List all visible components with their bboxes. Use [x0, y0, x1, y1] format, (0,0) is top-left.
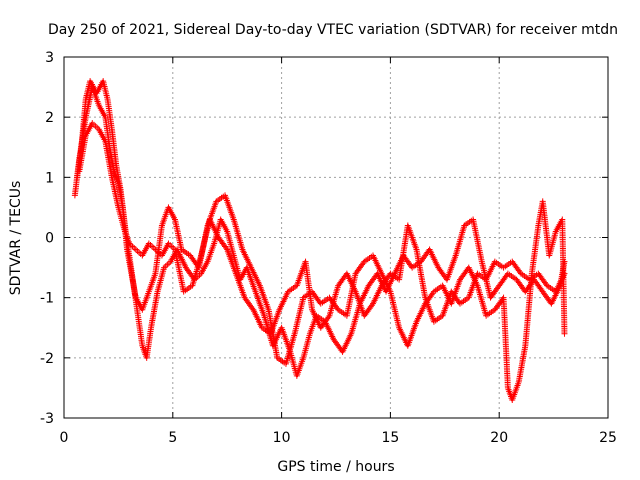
x-tick-label: 15: [381, 430, 399, 446]
y-tick-label: -1: [40, 291, 54, 307]
x-tick-label: 20: [490, 430, 508, 446]
y-tick-label: 0: [45, 231, 54, 247]
axes: 0 5 10 15 20 25 -3 -2 -1 0 1 2 3: [40, 50, 617, 446]
data-point-markers: [76, 120, 568, 337]
x-axis-label: GPS time / hours: [277, 459, 394, 475]
y-tick-label: -3: [40, 411, 54, 427]
y-tick-label: -2: [40, 351, 54, 367]
y-tick-label: 1: [45, 170, 54, 186]
y-tick-label: 3: [45, 50, 54, 66]
chart-title: Day 250 of 2021, Sidereal Day-to-day VTE…: [48, 22, 618, 38]
data-points: [71, 78, 568, 403]
y-tick-label: 2: [45, 110, 54, 126]
x-tick-label: 0: [60, 430, 69, 446]
series-track-c: [76, 120, 568, 337]
x-tick-label: 10: [273, 430, 291, 446]
x-tick-label: 5: [168, 430, 177, 446]
y-axis-label: SDTVAR / TECUs: [8, 181, 24, 296]
x-tick-label: 25: [599, 430, 617, 446]
